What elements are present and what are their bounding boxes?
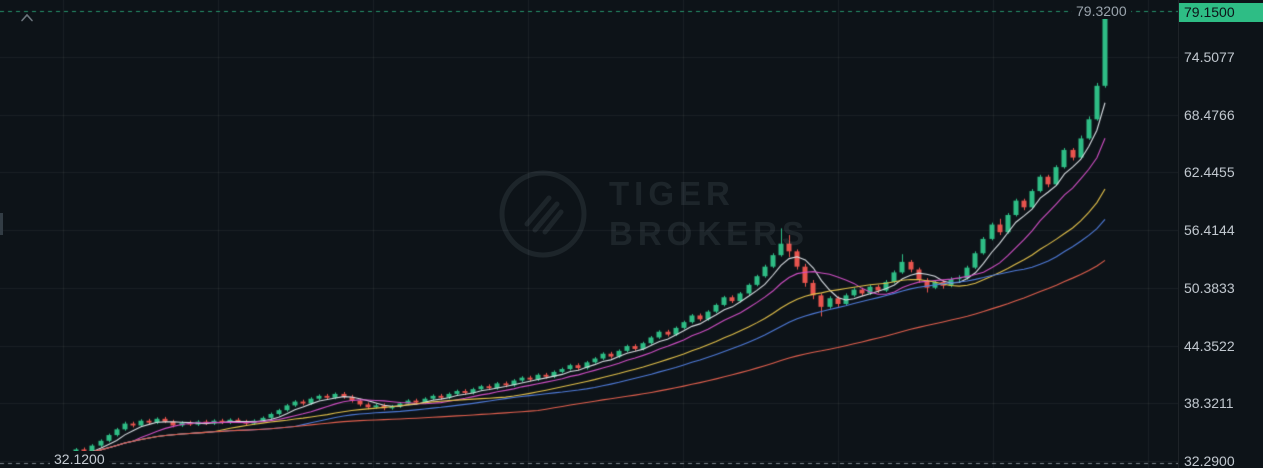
axis-label: 38.3211 [1184, 395, 1234, 412]
axis-label: 74.5077 [1184, 49, 1235, 66]
high-price-label: 79.3200 [1072, 3, 1131, 19]
axis-label: 68.4766 [1184, 106, 1235, 123]
current-price-tag: 79.1500 [1179, 2, 1263, 22]
chart-canvas[interactable] [0, 0, 1178, 468]
axis-label: 32.2900 [1184, 453, 1235, 468]
axis-label: 50.3833 [1184, 279, 1235, 296]
collapse-chevron-icon[interactable] [18, 10, 36, 24]
axis-label: 62.4455 [1184, 164, 1235, 181]
price-axis[interactable]: 79.1500 74.5077 68.4766 62.4455 56.4144 50.3… [1178, 0, 1263, 468]
low-price-label: 32.1200 [50, 451, 109, 467]
axis-label: 44.3522 [1184, 337, 1235, 354]
axis-label: 56.4144 [1184, 222, 1235, 239]
left-edge-handle[interactable] [0, 213, 3, 235]
